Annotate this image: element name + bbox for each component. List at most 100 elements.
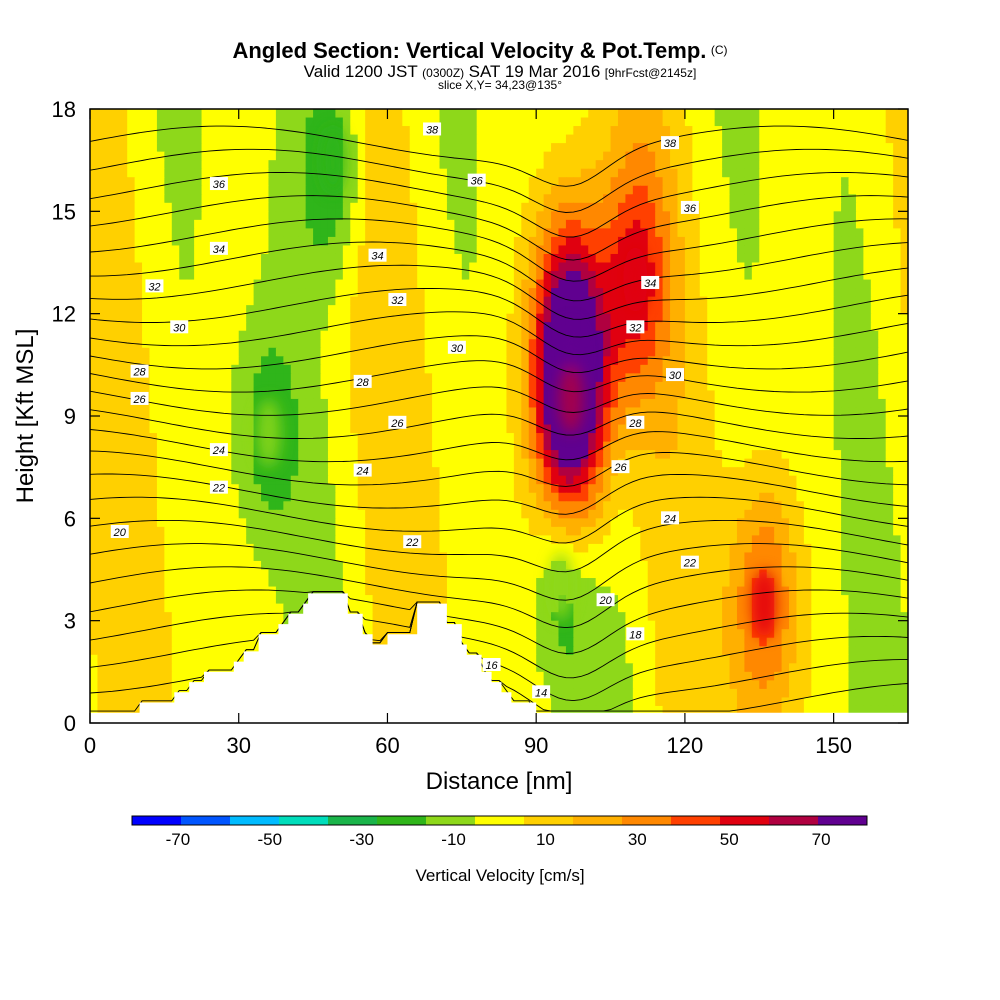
velocity-cell <box>298 322 307 332</box>
velocity-cell <box>231 271 240 281</box>
velocity-cell <box>588 484 597 494</box>
velocity-cell <box>298 433 307 443</box>
velocity-cell <box>439 467 448 477</box>
velocity-cell <box>372 262 381 272</box>
velocity-cell <box>885 467 894 477</box>
velocity-cell <box>632 407 641 417</box>
velocity-cell <box>833 177 842 187</box>
velocity-cell <box>283 134 292 144</box>
velocity-cell <box>536 433 545 443</box>
velocity-cell <box>603 416 612 426</box>
velocity-cell <box>179 305 188 315</box>
velocity-cell <box>402 168 411 178</box>
velocity-cell <box>521 117 530 127</box>
velocity-cell <box>684 441 693 451</box>
velocity-cell <box>722 194 731 204</box>
velocity-cell <box>476 373 485 383</box>
velocity-cell <box>201 245 210 255</box>
velocity-cell <box>216 117 225 127</box>
velocity-cell <box>833 134 842 144</box>
velocity-cell <box>380 151 389 161</box>
velocity-cell <box>417 219 426 229</box>
velocity-cell <box>699 313 708 323</box>
velocity-cell <box>833 398 842 409</box>
velocity-cell <box>290 211 299 221</box>
velocity-cell <box>365 109 374 119</box>
velocity-cell <box>766 450 775 460</box>
velocity-cell <box>699 160 708 170</box>
velocity-cell <box>476 450 485 460</box>
velocity-cell <box>796 450 805 460</box>
velocity-cell <box>781 253 790 264</box>
velocity-cell <box>855 194 864 204</box>
velocity-cell <box>551 160 560 170</box>
velocity-cell <box>513 253 522 264</box>
velocity-cell <box>595 194 604 204</box>
velocity-cell <box>521 151 530 161</box>
velocity-cell <box>275 160 284 170</box>
velocity-cell <box>870 441 879 451</box>
velocity-cell <box>744 219 753 229</box>
velocity-cell <box>186 211 195 221</box>
velocity-cell <box>186 339 195 349</box>
velocity-cell <box>119 313 128 323</box>
velocity-cell <box>104 109 113 119</box>
velocity-cell <box>372 492 381 502</box>
velocity-cell <box>342 381 351 392</box>
velocity-cell <box>684 313 693 323</box>
velocity-cell <box>536 330 545 340</box>
velocity-cell <box>409 262 418 272</box>
velocity-cell <box>603 322 612 332</box>
velocity-cell <box>238 168 247 178</box>
velocity-cell <box>640 134 649 144</box>
velocity-cell <box>394 433 403 443</box>
velocity-cell <box>208 398 218 409</box>
velocity-cell <box>536 364 545 374</box>
velocity-cell <box>342 117 351 127</box>
velocity-cell <box>811 433 820 443</box>
velocity-cell <box>97 484 106 494</box>
velocity-cell <box>551 271 560 281</box>
velocity-cell <box>647 347 656 357</box>
velocity-cell <box>863 143 872 153</box>
velocity-cell <box>781 143 790 153</box>
velocity-cell <box>394 117 403 127</box>
velocity-cell <box>699 364 708 374</box>
velocity-cell <box>350 236 359 247</box>
velocity-cell <box>268 475 277 485</box>
velocity-cell <box>766 373 775 383</box>
velocity-cell <box>394 441 403 451</box>
velocity-cell <box>164 424 173 434</box>
velocity-cell <box>253 160 262 170</box>
velocity-cell <box>171 339 180 349</box>
velocity-cell <box>573 143 582 153</box>
velocity-cell <box>766 126 775 136</box>
velocity-cell <box>290 253 299 264</box>
velocity-cell <box>699 484 708 494</box>
velocity-cell <box>201 279 210 289</box>
velocity-cell <box>781 450 790 460</box>
velocity-cell <box>580 288 589 298</box>
velocity-cell <box>759 168 768 178</box>
velocity-cell <box>774 253 783 264</box>
velocity-cell <box>394 364 403 374</box>
velocity-cell <box>305 194 314 204</box>
velocity-cell <box>149 330 158 340</box>
velocity-cell <box>789 296 798 306</box>
velocity-cell <box>208 211 218 221</box>
velocity-cell <box>97 160 106 170</box>
velocity-cell <box>387 450 396 460</box>
velocity-cell <box>870 202 879 212</box>
velocity-cell <box>409 151 418 161</box>
velocity-cell <box>513 151 522 161</box>
velocity-cell <box>186 151 195 161</box>
velocity-cell <box>506 177 515 187</box>
velocity-cell <box>796 194 805 204</box>
velocity-cell <box>588 407 597 417</box>
velocity-cell <box>551 126 560 136</box>
velocity-cell <box>662 347 671 357</box>
velocity-cell <box>736 219 745 229</box>
velocity-cell <box>833 288 842 298</box>
velocity-cell <box>870 458 879 468</box>
velocity-cell <box>305 484 314 494</box>
